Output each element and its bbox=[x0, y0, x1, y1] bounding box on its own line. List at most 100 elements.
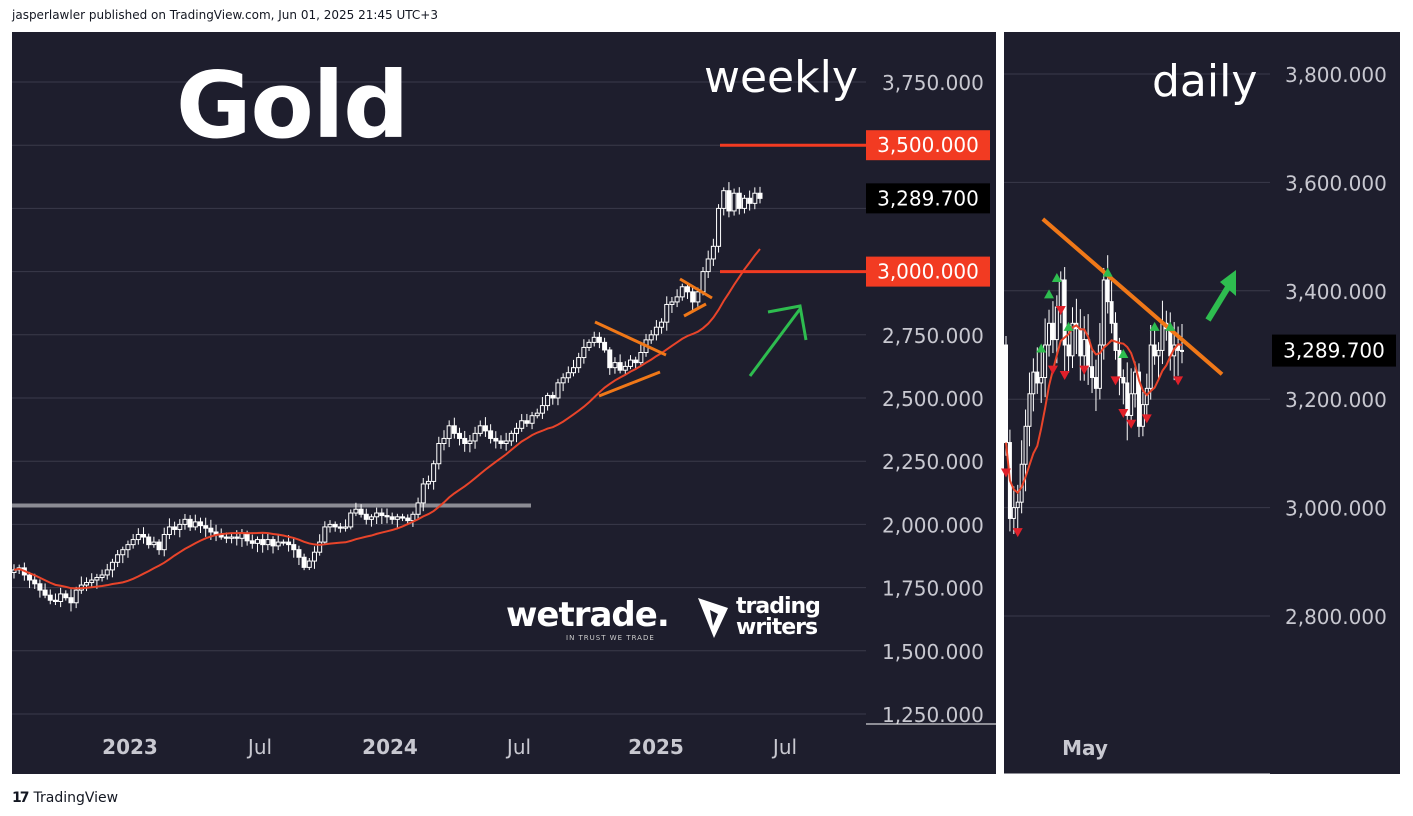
daily-up-marker-icon bbox=[1044, 289, 1055, 299]
weekly-candle-body bbox=[270, 539, 276, 547]
weekly-candle-body bbox=[394, 516, 400, 520]
weekly-candle-body bbox=[156, 541, 162, 551]
weekly-candle-body bbox=[529, 415, 535, 424]
daily-candle-body bbox=[1023, 425, 1028, 465]
daily-candle-body bbox=[1015, 501, 1020, 509]
daily-candle-body bbox=[1043, 344, 1048, 379]
daily-candle-body bbox=[1058, 279, 1063, 308]
weekly-candle-body bbox=[192, 521, 198, 528]
daily-candle-body bbox=[1004, 344, 1008, 444]
weekly-candle-body bbox=[545, 394, 551, 407]
weekly-candle-body bbox=[249, 540, 255, 544]
weekly-price-label: 3,289.700 bbox=[877, 186, 979, 210]
weekly-candle-body bbox=[358, 508, 364, 515]
weekly-candle-body bbox=[322, 526, 328, 543]
weekly-timeframe-label: weekly bbox=[704, 52, 858, 103]
weekly-candle-body bbox=[348, 512, 354, 528]
daily-trendline bbox=[1041, 217, 1224, 376]
daily-down-marker-icon bbox=[1047, 365, 1058, 375]
daily-candle-body bbox=[1152, 344, 1157, 357]
daily-up-marker-icon bbox=[1051, 273, 1062, 283]
daily-candle-body bbox=[1160, 322, 1165, 351]
weekly-candle-body bbox=[586, 341, 592, 348]
weekly-candle-body bbox=[648, 334, 654, 341]
weekly-candle-body bbox=[467, 440, 473, 445]
wetrade-tagline: IN TRUST WE TRADE bbox=[566, 634, 655, 642]
daily-candle-body bbox=[1093, 377, 1098, 389]
weekly-candle-body bbox=[327, 523, 333, 528]
weekly-candle-body bbox=[229, 536, 235, 539]
weekly-candle-body bbox=[571, 367, 576, 374]
daily-candle-body bbox=[1105, 279, 1110, 303]
weekly-candle-body bbox=[94, 576, 100, 581]
daily-down-marker-icon bbox=[1059, 371, 1070, 380]
daily-candle-body bbox=[1070, 322, 1075, 357]
daily-candle-body bbox=[1035, 371, 1040, 384]
daily-down-marker-icon bbox=[1126, 419, 1137, 429]
trading-writers-pen-icon bbox=[698, 598, 728, 638]
daily-candle-body bbox=[1050, 322, 1055, 341]
daily-candle-body bbox=[1097, 344, 1102, 389]
daily-price-label: 3,289.700 bbox=[1283, 339, 1385, 363]
weekly-y-tick-label: 1,500.000 bbox=[882, 640, 984, 664]
weekly-candle-body bbox=[99, 574, 105, 578]
weekly-candle-body bbox=[591, 336, 597, 343]
weekly-y-tick-label: 2,000.000 bbox=[882, 513, 984, 537]
weekly-candle-body bbox=[405, 517, 411, 522]
weekly-candle-body bbox=[337, 526, 343, 529]
weekly-candle-body bbox=[555, 382, 561, 399]
weekly-price-label-box bbox=[866, 183, 990, 214]
wetrade-logo-text: wetrade. bbox=[506, 595, 670, 635]
weekly-y-tick-label: 2,500.000 bbox=[882, 387, 984, 411]
weekly-chart: 3,750.000 3,500.000 3,000.000 2,750.000 2,50… bbox=[11, 71, 996, 759]
weekly-candle-body bbox=[353, 508, 359, 514]
weekly-candle-body bbox=[457, 432, 463, 439]
weekly-candle-body bbox=[674, 296, 680, 303]
weekly-candle-body bbox=[482, 425, 488, 432]
weekly-candle-body bbox=[177, 523, 183, 530]
weekly-pattern-line bbox=[594, 320, 667, 357]
weekly-candle-body bbox=[602, 341, 608, 351]
weekly-candle-body bbox=[612, 362, 618, 369]
daily-up-marker-icon bbox=[1063, 321, 1074, 331]
weekly-candle-body bbox=[363, 513, 369, 520]
daily-candle-body bbox=[1180, 349, 1184, 352]
weekly-candle-body bbox=[565, 372, 571, 379]
weekly-candle-body bbox=[203, 525, 209, 529]
weekly-candle-body bbox=[446, 425, 452, 439]
weekly-candle-body bbox=[425, 480, 431, 485]
weekly-y-tick-label: 3,750.000 bbox=[882, 71, 984, 95]
weekly-candle-body bbox=[431, 463, 437, 482]
weekly-candle-body bbox=[638, 351, 644, 364]
weekly-candle-body bbox=[560, 377, 566, 384]
daily-candle-body bbox=[1136, 371, 1141, 427]
daily-y-tick-label: 3,000.000 bbox=[1285, 497, 1387, 521]
weekly-candle-body bbox=[368, 516, 374, 520]
weekly-candle-body bbox=[607, 349, 613, 369]
weekly-candle-body bbox=[301, 556, 307, 568]
daily-down-marker-icon bbox=[1012, 528, 1023, 538]
daily-up-marker-icon bbox=[1118, 348, 1129, 358]
weekly-green-arrow-icon bbox=[748, 308, 802, 377]
weekly-candle-body bbox=[182, 518, 188, 525]
tradingview-footer[interactable]: 17 TradingView bbox=[12, 790, 118, 806]
weekly-candle-body bbox=[161, 534, 167, 551]
weekly-candle-body bbox=[130, 539, 136, 546]
weekly-y-tick-label: 2,750.000 bbox=[882, 324, 984, 348]
weekly-candle-body bbox=[311, 551, 317, 562]
weekly-candle-body bbox=[115, 554, 121, 563]
weekly-candle-body bbox=[524, 420, 530, 424]
daily-chart-panel[interactable] bbox=[1004, 32, 1400, 774]
weekly-pattern-line bbox=[683, 302, 707, 318]
weekly-candle-body bbox=[37, 583, 43, 591]
daily-down-marker-icon bbox=[1001, 468, 1011, 478]
weekly-x-tick-label: Jul bbox=[771, 735, 797, 759]
weekly-candle-body bbox=[135, 534, 141, 541]
daily-price-label-box bbox=[1272, 334, 1396, 367]
daily-down-marker-icon bbox=[1173, 376, 1184, 386]
daily-down-marker-icon bbox=[1110, 376, 1121, 386]
weekly-candle-body bbox=[716, 207, 722, 247]
weekly-candle-body bbox=[343, 526, 349, 529]
daily-up-marker-icon bbox=[1165, 321, 1176, 331]
weekly-candle-body bbox=[42, 589, 48, 596]
